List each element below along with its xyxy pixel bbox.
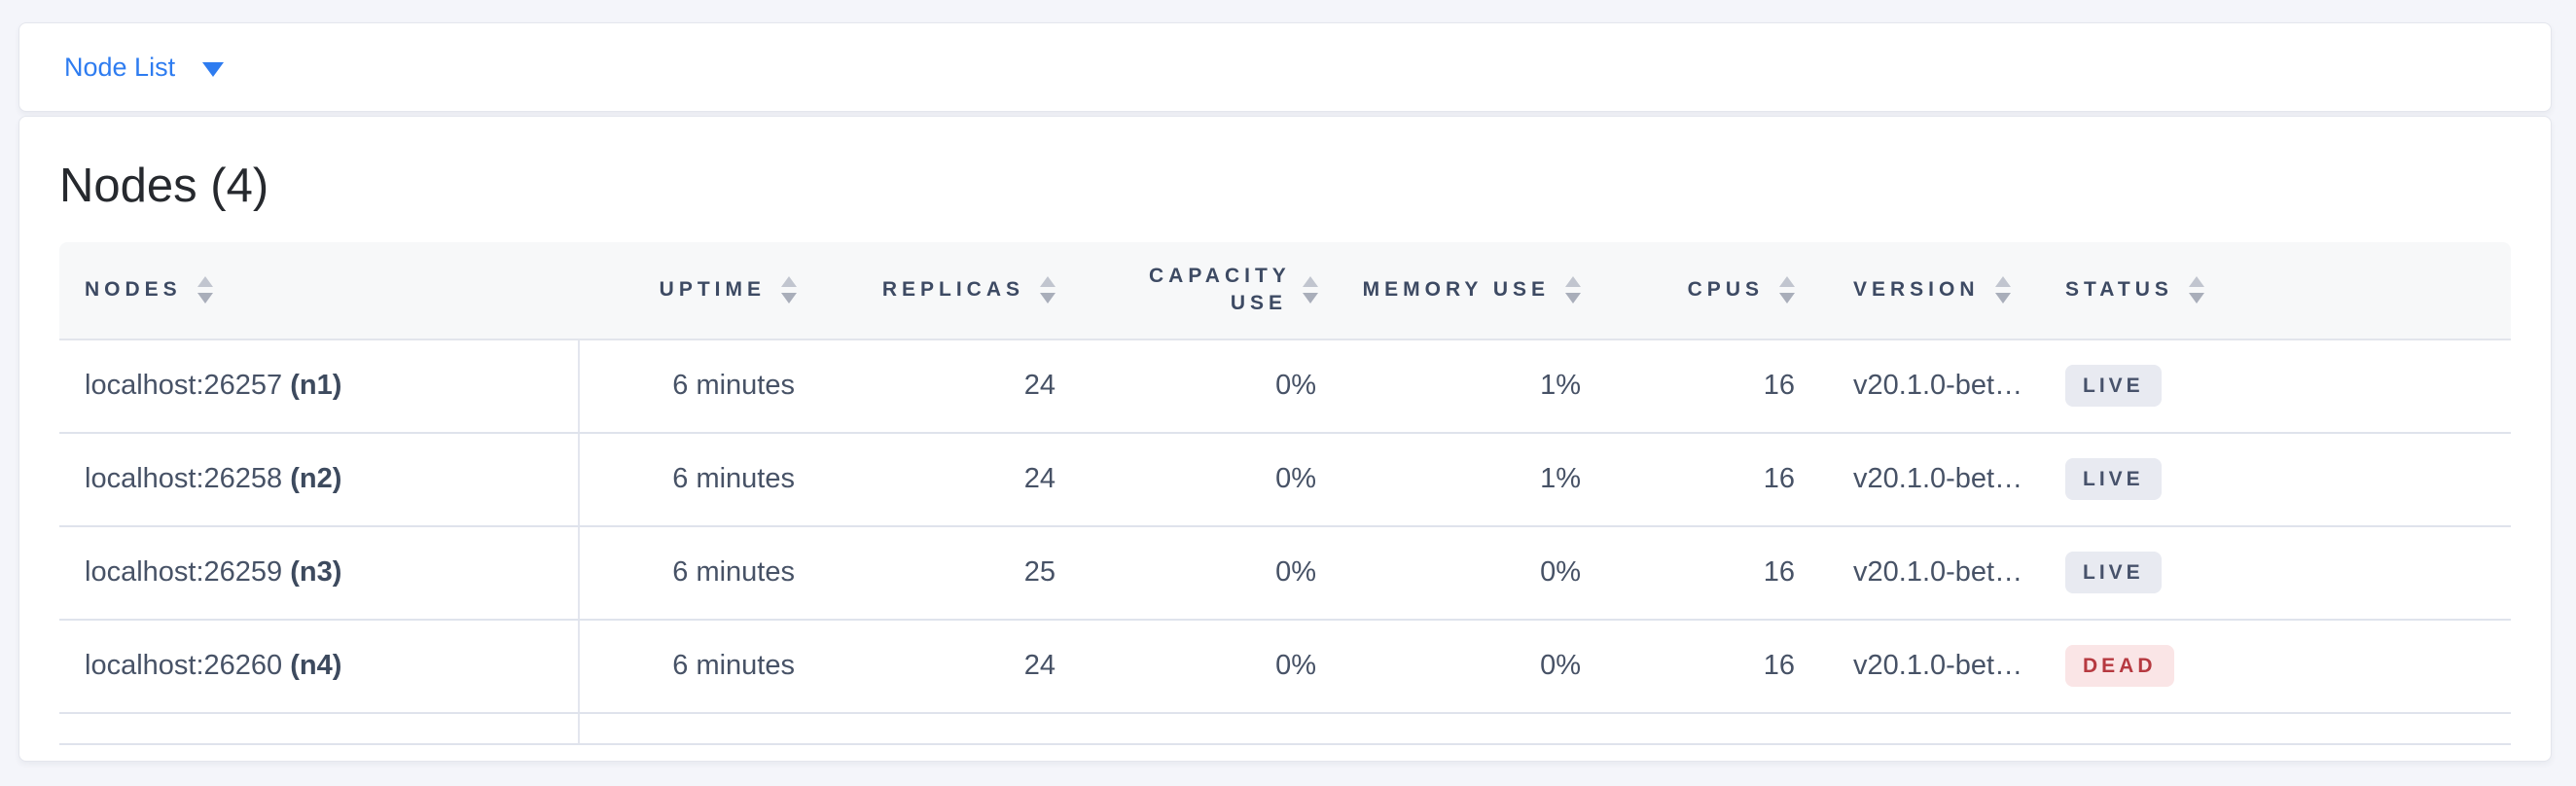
cell-version: v20.1.0-bet… <box>1824 525 2038 621</box>
column-header-version[interactable]: VERSION <box>1824 241 2038 340</box>
column-header-label: CPUS <box>1687 278 1764 302</box>
cell-version: v20.1.0-bet… <box>1824 619 2038 714</box>
sort-arrows-icon <box>1565 276 1581 304</box>
cell-replicas: 24 <box>826 339 1085 434</box>
cell-replicas: 24 <box>826 432 1085 527</box>
sort-arrows-icon <box>1994 276 2011 304</box>
cell-uptime: 6 minutes <box>579 525 826 621</box>
cell-replicas: 25 <box>826 525 1085 621</box>
status-badge: LIVE <box>2065 365 2162 408</box>
caret-down-icon <box>202 61 225 77</box>
cell-status: LIVE <box>2038 525 2511 621</box>
cell-status: LIVE <box>2038 339 2511 434</box>
cell-cpus: 16 <box>1610 339 1824 434</box>
cell-cpus: 16 <box>1610 432 1824 527</box>
cell-version: v20.1.0-bet… <box>1824 432 2038 527</box>
sort-arrows-icon <box>197 276 213 304</box>
column-header-cpus[interactable]: CPUS <box>1610 241 1824 340</box>
column-header-label: NODES <box>85 278 182 302</box>
view-dropdown[interactable]: Node List <box>64 52 225 83</box>
column-header-label: UPTIME <box>659 278 766 302</box>
column-header-memory_use[interactable]: MEMORY USE <box>1347 241 1610 340</box>
table-header-row: NODES UPTIME REPLICAS CAPACITY USE MEMORY US… <box>59 241 2511 340</box>
nodes-card: Nodes (4) NODES UPTIME REPLICAS CAPACITY US… <box>18 116 2552 762</box>
nodes-table: NODES UPTIME REPLICAS CAPACITY USE MEMORY US… <box>59 241 2511 745</box>
column-header-label: VERSION <box>1853 278 1980 302</box>
table-footer-cell <box>59 712 580 745</box>
sort-arrows-icon <box>1303 276 1318 304</box>
node-address: localhost:26258 <box>85 463 291 495</box>
sort-arrows-icon <box>2188 276 2204 304</box>
cell-capacity_use: 0% <box>1085 339 1347 434</box>
table-footer-cell <box>2038 712 2511 745</box>
cell-cpus: 16 <box>1610 619 1824 714</box>
status-badge: DEAD <box>2065 645 2174 688</box>
cell-status: LIVE <box>2038 432 2511 527</box>
cell-nodes: localhost:26258 (n2) <box>59 432 580 527</box>
cell-nodes: localhost:26259 (n3) <box>59 525 580 621</box>
cell-nodes: localhost:26257 (n1) <box>59 339 580 434</box>
column-header-nodes[interactable]: NODES <box>59 241 579 340</box>
cell-capacity_use: 0% <box>1085 619 1347 714</box>
status-badge: LIVE <box>2065 552 2162 594</box>
table-footer-cell <box>826 712 1085 745</box>
cell-memory_use: 1% <box>1347 339 1610 434</box>
column-header-label: MEMORY USE <box>1362 278 1550 302</box>
table-row: localhost:26260 (n4) 6 minutes 24 0% 0% 16 v20… <box>59 619 2511 714</box>
table-footer-cell <box>1610 712 1824 745</box>
table-row: localhost:26257 (n1) 6 minutes 24 0% 1% 16 v20… <box>59 339 2511 434</box>
page-title: Nodes (4) <box>59 160 269 212</box>
cell-nodes: localhost:26260 (n4) <box>59 619 580 714</box>
sort-arrows-icon <box>1040 276 1055 304</box>
node-id: (n3) <box>290 556 342 589</box>
cell-capacity_use: 0% <box>1085 432 1347 527</box>
table-footer-row <box>59 712 2511 745</box>
table-footer-cell <box>1347 712 1610 745</box>
cell-cpus: 16 <box>1610 525 1824 621</box>
cell-uptime: 6 minutes <box>579 619 826 714</box>
column-header-label: STATUS <box>2065 278 2173 302</box>
column-header-label: REPLICAS <box>881 278 1024 302</box>
cell-memory_use: 1% <box>1347 432 1610 527</box>
column-header-uptime[interactable]: UPTIME <box>579 241 826 340</box>
cell-memory_use: 0% <box>1347 619 1610 714</box>
node-id: (n4) <box>290 650 342 682</box>
cell-memory_use: 0% <box>1347 525 1610 621</box>
cell-status: DEAD <box>2038 619 2511 714</box>
node-address: localhost:26260 <box>85 650 291 682</box>
node-address: localhost:26259 <box>85 556 291 589</box>
column-header-label: CAPACITY USE <box>1149 264 1291 315</box>
cell-version: v20.1.0-bet… <box>1824 339 2038 434</box>
node-id: (n2) <box>290 463 342 495</box>
cell-uptime: 6 minutes <box>579 339 826 434</box>
view-selector-bar: Node List <box>18 22 2552 112</box>
sort-arrows-icon <box>1779 276 1795 304</box>
cell-capacity_use: 0% <box>1085 525 1347 621</box>
table-row: localhost:26258 (n2) 6 minutes 24 0% 1% 16 v20… <box>59 432 2511 527</box>
column-header-capacity_use[interactable]: CAPACITY USE <box>1085 241 1347 340</box>
column-header-status[interactable]: STATUS <box>2038 241 2511 340</box>
cell-replicas: 24 <box>826 619 1085 714</box>
sort-arrows-icon <box>781 276 797 304</box>
table-row: localhost:26259 (n3) 6 minutes 25 0% 0% 16 v20… <box>59 525 2511 621</box>
cell-uptime: 6 minutes <box>579 432 826 527</box>
status-badge: LIVE <box>2065 458 2162 501</box>
node-id: (n1) <box>290 370 342 402</box>
column-header-replicas[interactable]: REPLICAS <box>826 241 1085 340</box>
table-footer-cell <box>579 712 826 745</box>
table-footer-cell <box>1085 712 1347 745</box>
table-footer-cell <box>1824 712 2038 745</box>
node-address: localhost:26257 <box>85 370 291 402</box>
view-dropdown-label: Node List <box>64 52 176 82</box>
